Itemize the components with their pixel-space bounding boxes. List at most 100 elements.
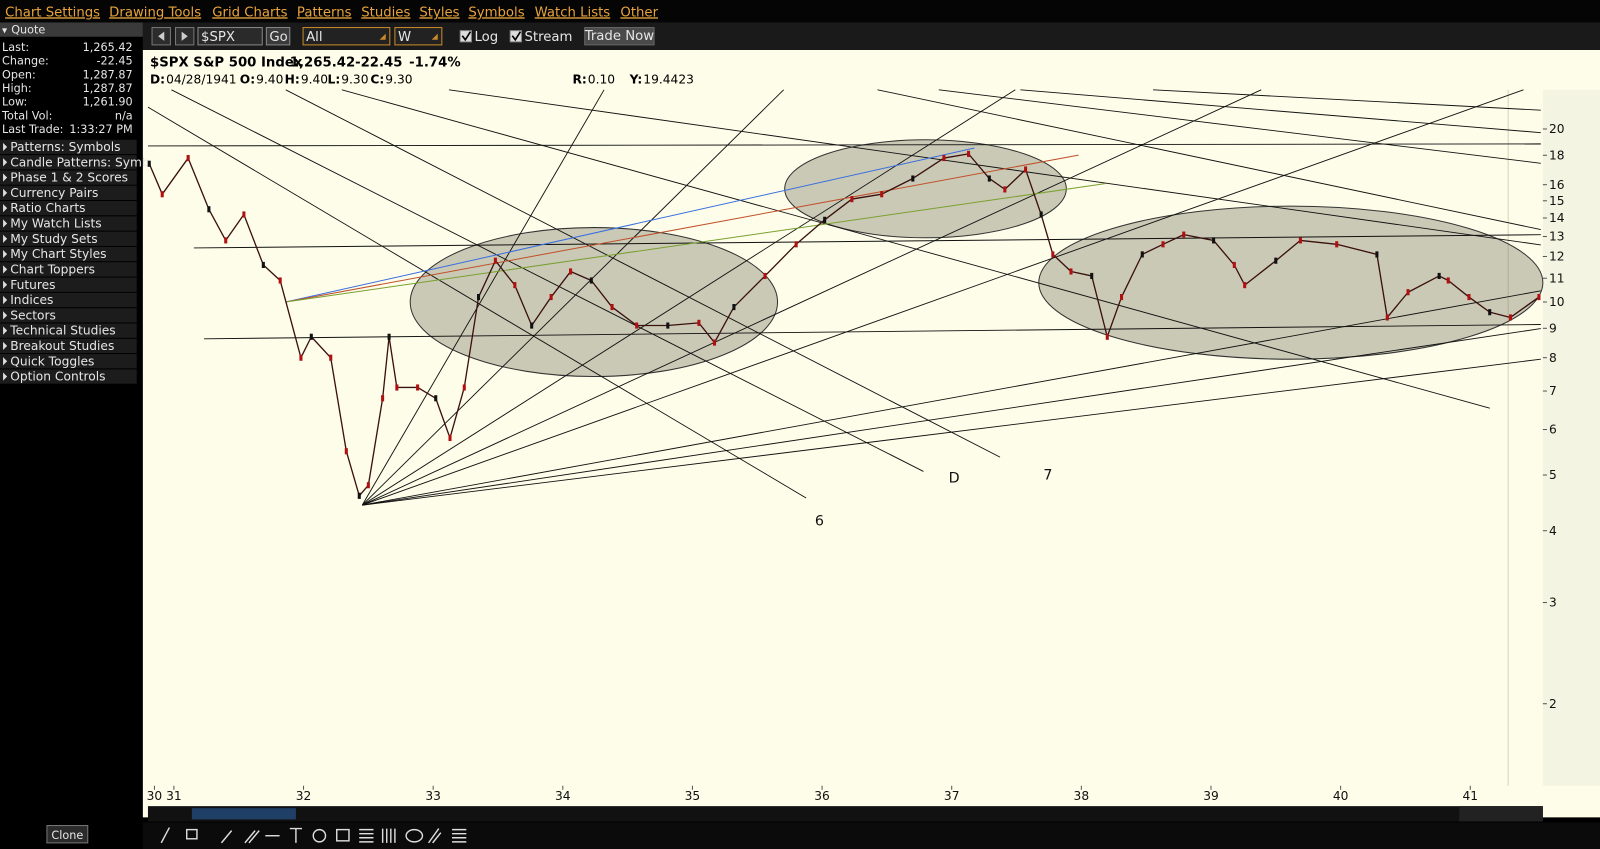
sidebar-item: Chart Toppers — [10, 262, 95, 276]
tool-icon[interactable] — [381, 828, 396, 843]
expand-icon — [3, 295, 8, 305]
tool-icon[interactable] — [427, 828, 442, 844]
trend-line[interactable] — [877, 89, 1541, 231]
menu-item[interactable]: Other — [620, 5, 658, 20]
price-point — [309, 333, 313, 340]
tool-icon[interactable] — [160, 827, 171, 844]
trend-line[interactable] — [285, 183, 1106, 303]
tool-icon[interactable] — [186, 828, 198, 840]
interval-dropdown[interactable] — [394, 27, 443, 46]
trend-line[interactable] — [1020, 89, 1541, 134]
ellipse[interactable] — [409, 227, 779, 378]
sidebar-row[interactable] — [0, 170, 137, 185]
sidebar-row[interactable] — [0, 369, 137, 384]
sidebar-row[interactable] — [0, 277, 137, 292]
tool-icon[interactable] — [405, 828, 424, 843]
trend-line[interactable] — [171, 89, 924, 472]
menu-item[interactable]: Patterns — [297, 5, 352, 20]
trend-line[interactable] — [341, 89, 1490, 409]
trend-line[interactable] — [285, 147, 975, 303]
sidebar-row[interactable] — [0, 231, 137, 246]
trend-line[interactable] — [285, 89, 1001, 458]
sidebar-row[interactable] — [0, 201, 137, 216]
trend-line[interactable] — [362, 89, 1524, 506]
stream-checkbox[interactable] — [509, 30, 522, 43]
price-point — [477, 293, 481, 301]
expand-icon — [3, 357, 8, 366]
symbol-input[interactable] — [197, 27, 263, 46]
sidebar-row[interactable] — [0, 216, 137, 231]
horizontal-line[interactable] — [193, 234, 1541, 249]
menu-item[interactable]: Symbols — [468, 5, 524, 20]
menu-item[interactable]: Watch Lists — [535, 5, 611, 20]
scrollbar[interactable] — [147, 806, 1543, 822]
price-point — [366, 482, 370, 489]
chart-title: $SPX S&P 500 Index — [150, 55, 303, 70]
tool-icon[interactable] — [220, 830, 233, 844]
tool-icon[interactable] — [244, 830, 260, 844]
scroll-thumb[interactable] — [191, 808, 296, 820]
x-tick-label: 31 — [166, 789, 182, 803]
x-tick-label: 33 — [425, 789, 441, 803]
sidebar-row[interactable] — [0, 354, 137, 369]
trend-line[interactable] — [285, 154, 1079, 303]
trend-line[interactable] — [362, 89, 1262, 506]
expand-icon — [3, 280, 8, 289]
trend-line[interactable] — [362, 328, 1541, 506]
trade-text: Trade Now — [584, 29, 655, 44]
menu-item[interactable]: Styles — [419, 5, 459, 20]
price-point — [589, 277, 593, 284]
x-tick-label: 40 — [1333, 789, 1349, 803]
y-tick-label: 10 — [1549, 295, 1565, 309]
menu-item[interactable]: Grid Charts — [212, 5, 287, 20]
trend-line[interactable] — [448, 89, 1541, 246]
menu-item[interactable]: Studies — [361, 5, 410, 20]
ellipse[interactable] — [784, 139, 1067, 239]
tool-icon[interactable] — [289, 827, 303, 843]
check-icon — [461, 31, 472, 42]
log-checkbox[interactable] — [459, 30, 472, 43]
quote-value: 1,287.87 — [83, 82, 133, 95]
zoom-controls[interactable] — [1459, 806, 1543, 822]
go-button[interactable] — [265, 27, 291, 46]
sidebar-row[interactable] — [0, 308, 137, 323]
quote-header[interactable] — [0, 22, 143, 37]
price-point — [549, 293, 553, 301]
annotation: 7 — [1043, 468, 1052, 484]
sidebar-row[interactable] — [0, 139, 137, 155]
trend-line[interactable] — [1153, 89, 1541, 111]
sidebar-row[interactable] — [0, 292, 137, 308]
trend-line[interactable] — [361, 89, 605, 506]
quote-label: Low: — [2, 96, 27, 109]
sidebar-row[interactable] — [0, 155, 137, 170]
y-tick-label: 14 — [1549, 211, 1565, 225]
price-point — [1537, 293, 1541, 301]
trend-line[interactable] — [361, 89, 784, 506]
y-tick-label: 9 — [1549, 321, 1557, 335]
sidebar-row[interactable] — [0, 323, 137, 338]
price-point — [381, 395, 385, 402]
tool-icon[interactable] — [359, 828, 374, 843]
tool-icon[interactable] — [452, 828, 467, 843]
expand-icon — [3, 158, 8, 167]
price-point — [1298, 237, 1302, 244]
x-tick-label: 41 — [1462, 789, 1478, 803]
period-dropdown[interactable] — [302, 27, 391, 46]
tool-icon[interactable] — [312, 828, 327, 843]
sidebar-row[interactable] — [0, 185, 137, 201]
trade-button[interactable] — [584, 27, 655, 46]
clone-button[interactable] — [46, 825, 89, 844]
sidebar-row[interactable] — [0, 262, 137, 277]
horizontal-line[interactable] — [204, 324, 1541, 340]
trend-line[interactable] — [938, 89, 1541, 164]
menu-item[interactable]: Drawing Tools — [109, 5, 201, 20]
price-point — [224, 237, 228, 244]
price-point — [1051, 251, 1055, 258]
price-point — [278, 277, 282, 284]
menu-item[interactable]: Chart Settings — [5, 5, 100, 20]
sidebar-row[interactable] — [0, 246, 137, 262]
sidebar-row[interactable] — [0, 338, 137, 354]
price-point — [823, 216, 827, 223]
horizontal-line[interactable] — [147, 143, 1541, 147]
tool-icon[interactable] — [336, 828, 350, 842]
